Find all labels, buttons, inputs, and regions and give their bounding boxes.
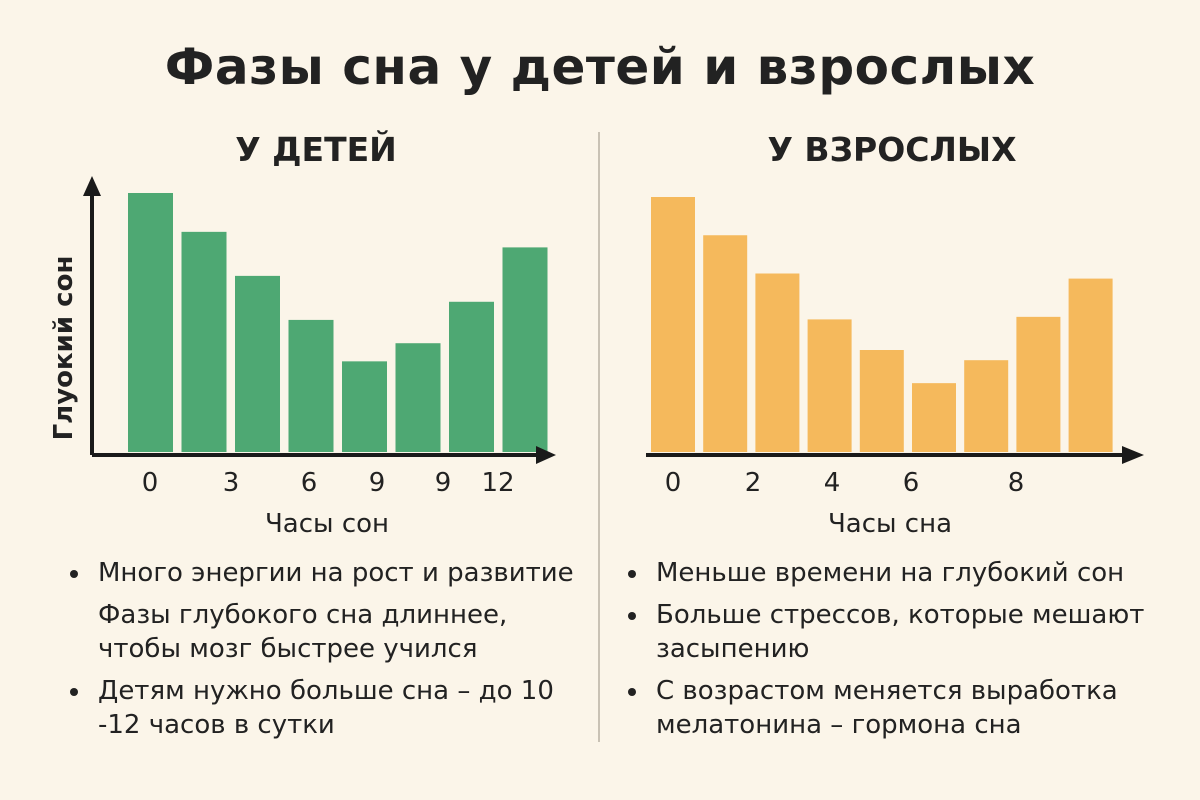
tick-label: 12 — [481, 468, 514, 498]
tick-label: 8 — [1008, 468, 1025, 498]
kids-y-axis-label: Глуокий сон — [49, 256, 79, 441]
adults-x-axis-arrow — [1122, 446, 1144, 464]
list-item: С возрастом меняется выработка мелатонин… — [626, 674, 1166, 742]
tick-label: 2 — [745, 468, 762, 498]
bar — [1068, 278, 1113, 452]
kids-bars — [128, 193, 548, 452]
bar — [342, 361, 387, 452]
bar — [395, 343, 441, 452]
bar — [912, 383, 956, 452]
page-title: Фазы сна у детей и взрослых — [164, 38, 1036, 96]
bar — [703, 235, 748, 452]
bar — [288, 319, 334, 452]
list-item: Много энергии на рост и развитие — [68, 556, 598, 590]
bar — [449, 301, 494, 452]
kids-y-axis-arrow — [83, 176, 101, 196]
adults-ticks: 0 2 4 6 8 — [665, 468, 1025, 498]
adults-chart: Часы сна 0 2 4 6 8 — [646, 197, 1144, 539]
kids-chart: Глуокий сон Часы сон 0 3 6 9 9 12 — [49, 176, 556, 539]
kids-x-axis-label: Часы сон — [265, 509, 389, 539]
kids-x-axis-arrow — [536, 446, 556, 464]
kids-ticks: 0 3 6 9 9 12 — [142, 468, 515, 498]
bar — [502, 247, 548, 452]
tick-label: 0 — [142, 468, 159, 498]
tick-label: 9 — [369, 468, 386, 498]
panel-divider — [598, 132, 600, 742]
adults-chart-title: У ВЗРОСЛЫХ — [767, 130, 1017, 169]
bar — [235, 275, 280, 452]
list-item: Меньше времени на глубокий сон — [626, 556, 1166, 590]
bar — [128, 193, 173, 452]
list-item: Детям нужно больше сна – до 10 -12 часов… — [68, 674, 598, 742]
adults-notes-list: Меньше времени на глубокий сон Больше стр… — [626, 556, 1166, 750]
adults-bars — [651, 197, 1113, 452]
tick-label: 0 — [665, 468, 682, 498]
adults-x-axis-label: Часы сна — [828, 509, 952, 539]
bar — [859, 350, 904, 452]
list-item: Больше стрессов, которые мешают засыпени… — [626, 598, 1166, 666]
bar — [755, 273, 800, 452]
kids-chart-title: У ДЕТЕЙ — [235, 130, 397, 169]
bar — [651, 197, 695, 452]
list-item: Фазы глубокого сна длиннее, чтобы мозг б… — [98, 600, 508, 664]
tick-label: 3 — [223, 468, 240, 498]
bar — [964, 360, 1009, 452]
bar — [181, 231, 227, 452]
kids-notes-list: Много энергии на рост и развитие Фазы глу… — [68, 556, 598, 750]
tick-label: 9 — [435, 468, 452, 498]
tick-label: 6 — [903, 468, 920, 498]
tick-label: 6 — [301, 468, 318, 498]
tick-label: 4 — [824, 468, 841, 498]
bar — [807, 319, 852, 452]
bar — [1016, 316, 1061, 452]
